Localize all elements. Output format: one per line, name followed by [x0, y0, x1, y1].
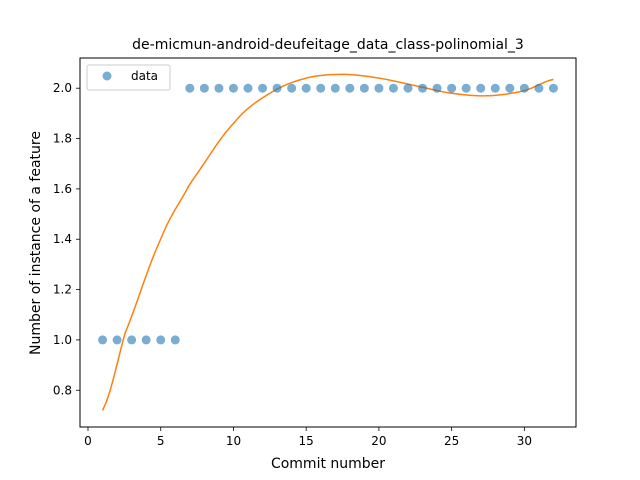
- x-tick-label: 25: [444, 434, 459, 448]
- data-point: [228, 83, 238, 93]
- data-point: [476, 83, 486, 93]
- data-point: [461, 83, 471, 93]
- data-point: [199, 83, 209, 93]
- y-axis-label: Number of instance of a feature: [28, 131, 44, 355]
- data-point: [185, 83, 195, 93]
- data-point: [447, 83, 457, 93]
- data-point: [170, 335, 180, 345]
- legend: data: [86, 64, 171, 91]
- data-point: [127, 335, 137, 345]
- x-tick-label: 20: [371, 434, 386, 448]
- y-tick-label: 1.6: [53, 182, 72, 196]
- legend-marker: [102, 71, 112, 81]
- data-point: [214, 83, 224, 93]
- chart-title: de-micmun-android-deufeitage_data_class-…: [132, 37, 524, 53]
- axes-frame: [79, 57, 577, 428]
- data-point: [287, 83, 297, 93]
- data-point: [548, 83, 558, 93]
- x-tick-label: 10: [226, 434, 241, 448]
- data-point: [418, 83, 428, 93]
- x-tick-label: 30: [517, 434, 532, 448]
- data-point: [345, 83, 355, 93]
- data-point: [374, 83, 384, 93]
- data-point: [141, 335, 151, 345]
- plot-area: [98, 73, 558, 411]
- x-tick-label: 15: [299, 434, 314, 448]
- data-point: [243, 83, 253, 93]
- data-point: [388, 83, 398, 93]
- data-point: [505, 83, 515, 93]
- data-point: [403, 83, 413, 93]
- data-point: [272, 83, 282, 93]
- y-tick-label: 2.0: [53, 81, 72, 95]
- y-tick-label: 1.0: [53, 333, 72, 347]
- x-tick-label: 0: [84, 434, 92, 448]
- y-tick-label: 0.8: [53, 383, 72, 397]
- legend-label-data: data: [131, 69, 158, 83]
- data-point: [490, 83, 500, 93]
- legend-box: [86, 64, 171, 91]
- axis-ticks: 0 5 10 15 20 25 30 0.8 1.0 1.2 1.4 1.6 1.8 2.0: [53, 81, 532, 448]
- data-point: [98, 335, 108, 345]
- data-point: [534, 83, 544, 93]
- data-point: [519, 83, 529, 93]
- y-tick-label: 1.4: [53, 232, 72, 246]
- x-tick-label: 5: [157, 434, 165, 448]
- x-axis-label: Commit number: [271, 456, 385, 472]
- data-point: [316, 83, 326, 93]
- data-point: [112, 335, 122, 345]
- data-point: [156, 335, 166, 345]
- y-tick-label: 1.8: [53, 132, 72, 146]
- data-point: [432, 83, 442, 93]
- data-point: [258, 83, 268, 93]
- data-point: [359, 83, 369, 93]
- data-point: [330, 83, 340, 93]
- data-point: [301, 83, 311, 93]
- y-tick-label: 1.2: [53, 283, 72, 297]
- fit-line: [101, 73, 554, 411]
